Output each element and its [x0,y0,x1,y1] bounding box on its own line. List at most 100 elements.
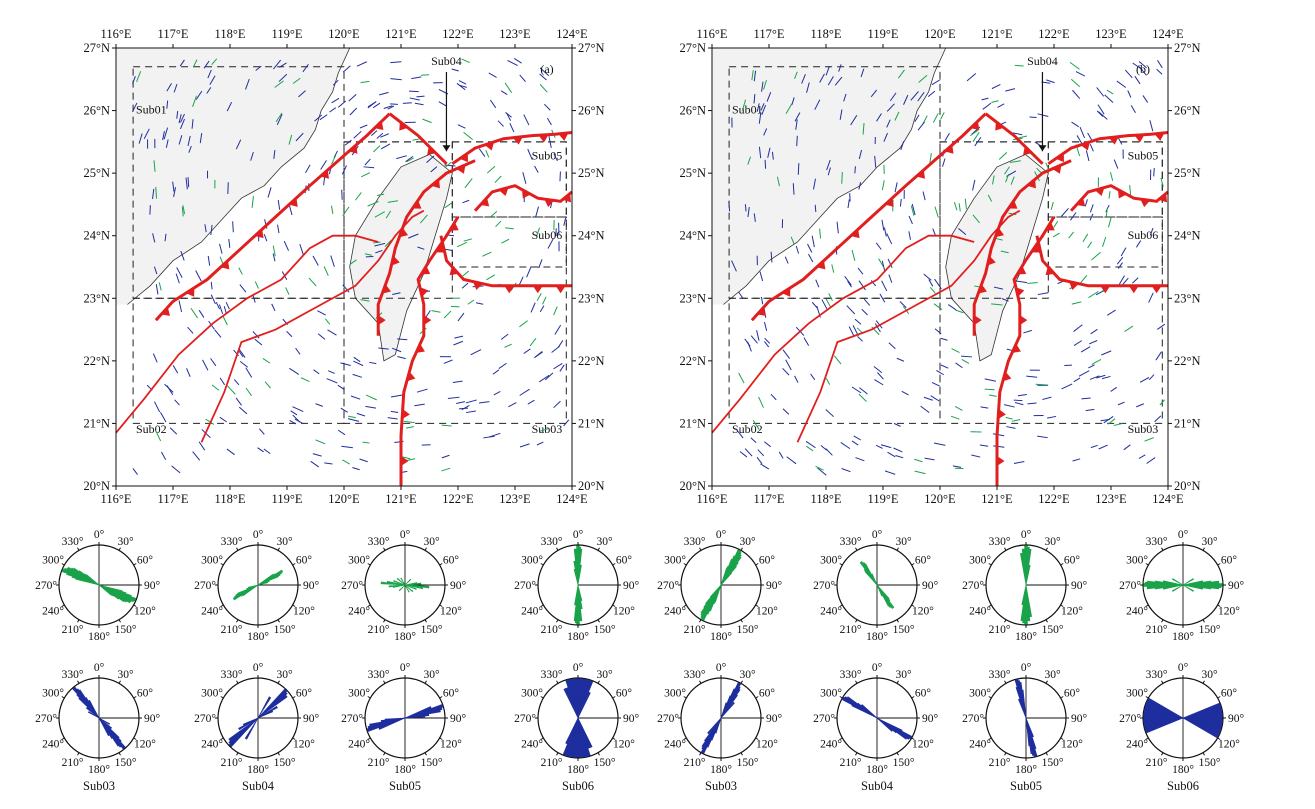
rose-petal [87,699,100,719]
rose-angle-label: 180° [866,764,888,776]
sub04-pointer-label: Sub04 [431,54,462,68]
stress-segment [367,101,376,108]
rose-angle-label: 210° [221,624,243,636]
rose-petal [1171,584,1184,592]
stress-segment [349,107,358,116]
subregion-label-sub02: Sub02 [136,422,167,436]
stress-segment [927,90,936,98]
fracture-segment [1102,236,1107,247]
fracture-segment [300,377,310,382]
lat-tick-label-left: 21°N [679,416,706,430]
rose-angle-label: 210° [368,757,390,769]
taiwan-island [945,153,1049,362]
stress-segment [513,58,522,64]
stress-segment [884,470,896,475]
stress-segment [825,409,834,418]
fracture-segment [227,385,236,395]
stress-segment [152,233,156,243]
rose-angle-label: 180° [567,764,589,776]
lon-tick-label-top: 120°E [328,27,360,41]
stress-segment [539,67,550,77]
stress-segment [764,441,771,448]
stress-segment [839,109,843,120]
fracture-segment [365,394,377,401]
stress-segment [739,451,748,458]
fracture-segment [272,245,276,257]
fracture-segment [342,459,350,465]
rose-angle-label: 30° [1044,669,1061,681]
rose-angle-label: 300° [348,688,370,700]
thrust-triangle [1045,266,1055,276]
stress-segment [883,132,889,142]
fracture-segment [349,259,357,266]
fracture-segment [361,172,371,178]
rose-angle-label: 270° [1119,713,1141,725]
rose-tick [699,547,702,551]
stress-segment [257,447,264,453]
rose-petal [398,584,406,592]
stress-segment [255,65,262,71]
thrust-triangle [374,121,384,131]
stress-segment [519,443,530,448]
fracture-segment [785,103,793,114]
stress-segment [817,467,827,476]
rose-tick [896,547,899,551]
stress-segment [917,92,925,102]
rose-tick [839,737,843,740]
thrust-fault-line [984,112,1044,165]
stress-segment [416,95,425,98]
stress-segment [886,119,891,128]
stress-segment [757,449,765,457]
fracture-segment [536,292,542,302]
stress-segment [153,401,161,413]
rose-petal [85,574,100,586]
lon-tick-label-bottom: 124°E [556,492,588,506]
rose-diagram: 0° 30°60° 90° 120° 150° 180° 210° 240° 270° 300° 3… [514,662,639,793]
stress-segment [286,331,293,338]
stress-segment [806,82,810,93]
stress-segment [984,378,997,382]
stress-segment [861,308,868,316]
stress-segment [1132,277,1139,284]
rose-angle-label: 60° [915,688,932,700]
stress-segment [803,337,810,346]
stress-segment [206,87,212,94]
stress-segment [444,164,456,167]
stress-segment [753,213,756,222]
rose-angle-label: 0° [1178,662,1189,674]
stress-segment [172,181,175,192]
subregion-box-sub06 [1047,216,1163,268]
stress-segment [922,191,926,201]
fracture-segment [155,186,158,199]
fracture-segment [933,303,943,310]
stress-segment [952,465,962,468]
stress-segment [466,410,476,414]
fracture-segment [182,205,186,215]
fracture-segment [553,306,558,316]
stress-segment [317,333,326,340]
fracture-segment [486,274,496,281]
fracture-segment [1091,358,1102,365]
stress-segment [223,306,227,314]
rose-petal [404,584,424,590]
stress-segment [880,444,892,449]
lat-tick-label-right: 27°N [1174,41,1201,55]
fracture-segment [914,470,926,475]
stress-segment [923,273,932,281]
lon-tick-label-top: 123°E [1095,27,1127,41]
stress-segment [153,266,158,275]
stress-segment [380,133,389,138]
fracture-segment [894,111,900,121]
rose-angle-label: 270° [35,580,57,592]
rose-tick [383,619,386,623]
rose-tick [367,737,371,740]
stress-segment [176,111,179,119]
fracture-segment [485,149,490,158]
rose-diagram: 0° 30°60° 90° 120° 150° 180° 210° 240° 270° 300° 3… [35,662,160,793]
stress-segment [899,301,907,309]
stress-segment [397,356,406,360]
stress-segment [908,215,913,225]
fracture-segment [951,348,960,353]
stress-segment [763,321,768,331]
